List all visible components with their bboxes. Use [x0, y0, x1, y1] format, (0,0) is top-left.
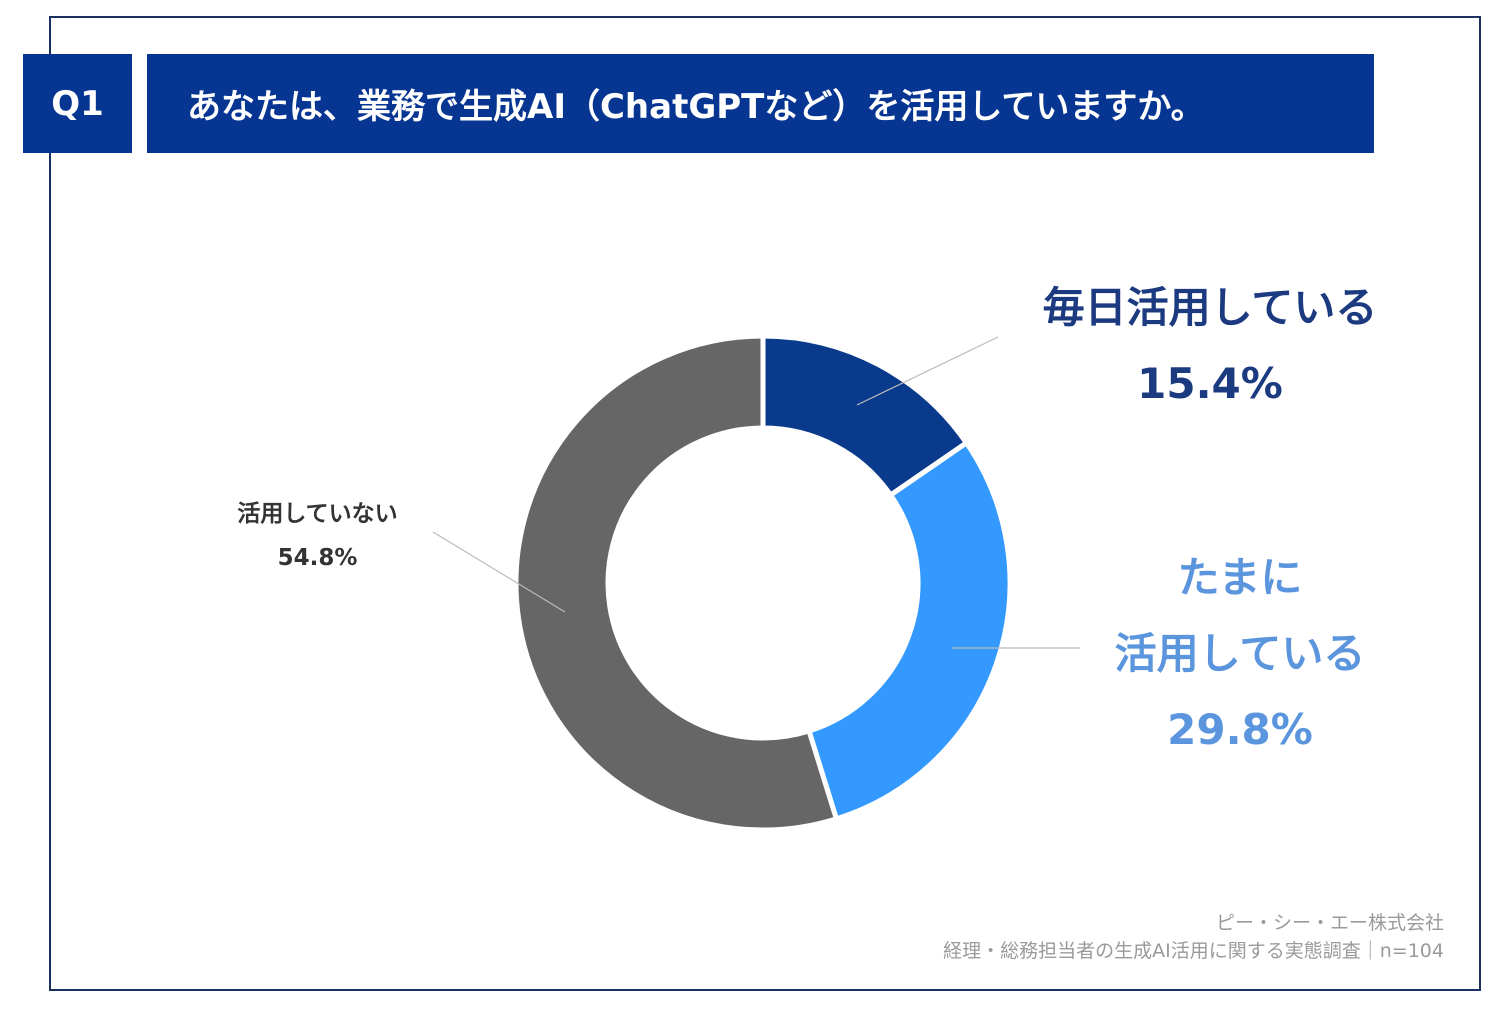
question-number: Q1	[23, 54, 132, 153]
label-sometimes: たまに 活用している 29.8%	[1090, 540, 1390, 768]
label-not-use-text: 活用していない	[237, 501, 398, 527]
survey-name: 経理・総務担当者の生成AI活用に関する実態調査｜n=104	[943, 940, 1444, 962]
label-not-use: 活用していない 54.8%	[215, 492, 420, 580]
leader-line-daily	[856, 336, 999, 406]
company-name: ピー・シー・エー株式会社	[1215, 912, 1444, 934]
question-title: あなたは、業務で生成AI（ChatGPTなど）を活用していますか。	[147, 54, 1374, 153]
slice-not-use	[513, 333, 840, 833]
label-sometimes-line1: たまに	[1177, 553, 1303, 602]
label-daily: 毎日活用している 15.4%	[1020, 270, 1400, 422]
label-sometimes-line2: 活用している	[1114, 629, 1366, 678]
label-daily-value: 15.4%	[1137, 359, 1283, 408]
source-credit: ピー・シー・エー株式会社 経理・総務担当者の生成AI活用に関する実態調査｜n=1…	[943, 909, 1444, 965]
label-daily-text: 毎日活用している	[1042, 283, 1378, 332]
label-sometimes-value: 29.8%	[1167, 705, 1313, 754]
slice-sometimes	[805, 439, 1013, 822]
leader-line-not-use	[432, 531, 566, 613]
label-not-use-value: 54.8%	[277, 545, 358, 571]
chart-frame	[49, 16, 1481, 991]
